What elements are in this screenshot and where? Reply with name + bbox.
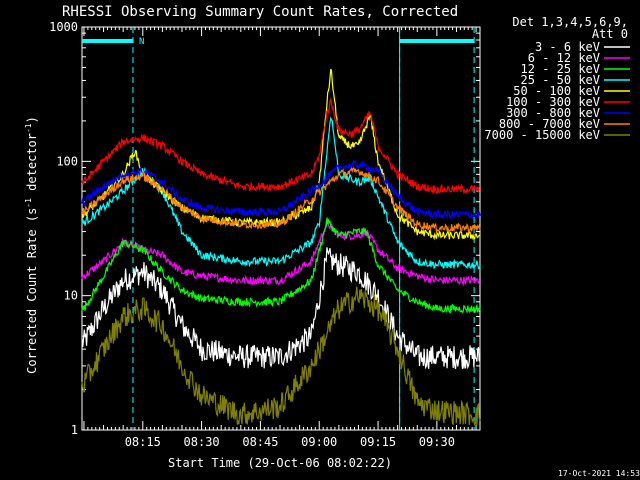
legend-label-2: 6 - 12 keV [528,51,600,65]
y-axis-label-sup2: -1 [24,123,33,133]
y-axis-label-part2: detector [25,133,39,198]
series-line-3 [81,217,481,315]
x-tick-label: 08:30 [184,435,220,449]
y-tick-label: 1000 [49,20,78,34]
y-tick-label: 1 [71,423,78,437]
legend-label-4: 25 - 50 keV [521,73,600,87]
x-tick-label: 09:00 [301,435,337,449]
legend-label-7: 300 - 800 keV [506,106,600,120]
x-tick-label: 09:15 [360,435,396,449]
legend-label-1: 3 - 6 keV [535,40,600,54]
series-line-9 [81,286,481,427]
x-axis-label: Start Time (29-Oct-06 08:02:22) [168,456,392,470]
legend-header-line2: Att 0 [592,27,628,41]
y-tick-label: 10 [64,289,78,303]
series-line-1 [81,247,481,370]
y-axis-label-part3: ) [25,116,39,123]
x-tick-label: 08:45 [242,435,278,449]
x-tick-label: 09:30 [419,435,455,449]
flag-label: N [139,37,144,47]
series-line-6 [81,96,481,195]
x-tick-label: 08:15 [125,435,161,449]
timestamp: 17-Oct-2021 14:53 [558,469,640,478]
legend-label-3: 12 - 25 keV [521,62,600,76]
y-axis-label-part1: Corrected Count Rate (s [25,208,39,374]
plot-area: 1 10 100 1000 08:15 08:30 08:45 09:00 09:15 09:30… [49,20,481,449]
y-axis-label: Corrected Count Rate (s-1 detector-1) [24,116,39,374]
series-line-2 [81,218,481,287]
legend-label-8: 800 - 7000 keV [499,117,600,131]
legend-label-6: 100 - 300 keV [506,95,600,109]
series-line-7 [81,159,481,221]
legend-header-line1: Det 1,3,4,5,6,9, [512,15,628,29]
chart-title: RHESSI Observing Summary Count Rates, Co… [62,4,458,20]
y-axis-label-sup1: -1 [24,198,33,208]
legend-label-5: 50 - 100 keV [513,84,600,98]
series-line-8 [81,166,481,234]
y-tick-label: 100 [56,154,78,168]
legend-label-9: 7000 - 15000 keV [484,128,600,142]
